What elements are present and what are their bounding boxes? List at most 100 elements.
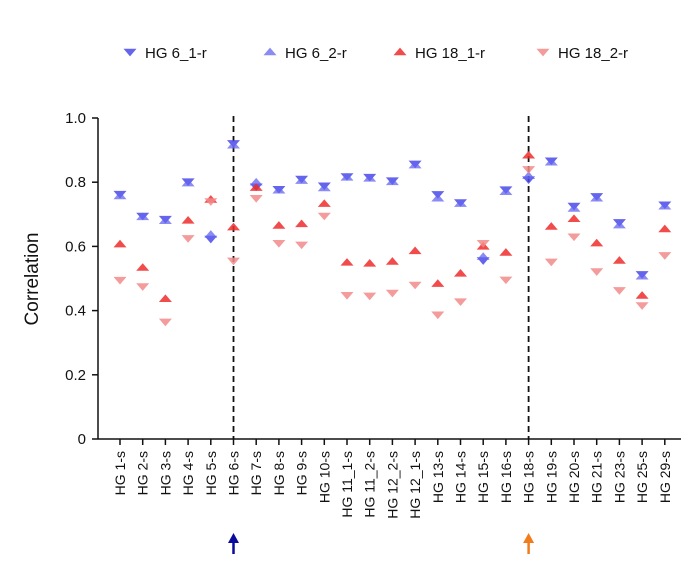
point-hg-18-2-r-hg-20-s	[567, 233, 581, 242]
x-tick-label-hg-18-s: HG 18-s	[521, 451, 537, 503]
point-hg-6-2-r-hg-21-s	[590, 193, 604, 202]
point-hg-18-1-r-hg-10-s	[317, 199, 331, 207]
legend-item-hg-18-1-r: HG 18_1-r	[393, 45, 485, 62]
point-hg-18-1-r-hg-11-1-s	[340, 258, 354, 266]
point-hg-6-2-r-hg-7-s	[249, 177, 263, 186]
point-hg-18-2-r-hg-8-s	[272, 239, 286, 248]
data-points	[113, 140, 672, 327]
point-hg-18-2-r-hg-5-s	[204, 198, 218, 206]
x-tick-label-hg-15-s: HG 15-s	[475, 451, 491, 503]
legend-label: HG 6_1-r	[145, 45, 207, 62]
x-tick-label-hg-4-s: HG 4-s	[180, 451, 196, 495]
point-hg-18-1-r-hg-19-s	[544, 222, 558, 230]
point-hg-18-2-r-hg-18-s	[522, 166, 536, 174]
point-hg-18-1-r-hg-23-s	[612, 256, 626, 264]
arrow-hg-6-s	[228, 533, 239, 554]
point-hg-6-2-r-hg-12-1-s	[408, 160, 422, 169]
point-hg-18-2-r-hg-21-s	[590, 268, 604, 276]
x-tick-label-hg-12-1-s: HG 12_1-s	[407, 451, 423, 519]
x-tick-label-hg-7-s: HG 7-s	[248, 451, 264, 495]
series-hg-18-1-r	[113, 150, 672, 302]
point-hg-18-1-r-hg-2-s	[136, 263, 150, 271]
point-hg-6-2-r-hg-14-s	[454, 199, 467, 207]
legend-label: HG 18_2-r	[558, 45, 628, 62]
point-hg-18-2-r-hg-9-s	[295, 241, 309, 250]
point-hg-18-1-r-hg-13-s	[431, 279, 445, 287]
point-hg-18-2-r-hg-25-s	[635, 302, 649, 310]
point-hg-6-2-r-hg-9-s	[295, 176, 309, 184]
point-hg-18-1-r-hg-6-s	[227, 222, 240, 231]
point-hg-6-2-r-hg-8-s	[272, 185, 286, 194]
point-hg-18-1-r-hg-21-s	[590, 238, 604, 247]
legend: HG 6_1-r HG 6_2-r HG 18_1-r HG 18_2-r	[123, 45, 628, 62]
point-hg-18-1-r-hg-4-s	[181, 216, 195, 224]
x-tick-label-hg-2-s: HG 2-s	[135, 451, 151, 495]
point-hg-18-2-r-hg-6-s	[227, 257, 240, 266]
legend-marker-hg-6-2-r	[263, 47, 277, 56]
point-hg-6-2-r-hg-3-s	[158, 216, 172, 224]
point-hg-18-2-r-hg-11-2-s	[363, 292, 377, 301]
point-hg-18-1-r-hg-20-s	[567, 214, 581, 223]
point-hg-6-2-r-hg-4-s	[181, 178, 195, 187]
x-tick-label-hg-25-s: HG 25-s	[634, 451, 650, 503]
y-tick-label: 1.0	[65, 110, 86, 127]
point-hg-6-2-r-hg-13-s	[431, 193, 445, 202]
x-tick-label-hg-11-1-s: HG 11_1-s	[339, 451, 355, 518]
axes: 0 0.2 0.4 0.6 0.8 1.0	[65, 110, 681, 448]
x-tick-label-hg-19-s: HG 19-s	[543, 451, 559, 503]
x-tick-label-hg-5-s: HG 5-s	[203, 451, 219, 495]
point-hg-6-2-r-hg-20-s	[567, 204, 581, 212]
x-tick-label-hg-12-2-s: HG 12_2-s	[384, 451, 400, 519]
point-hg-18-1-r-hg-12-1-s	[408, 246, 422, 255]
point-hg-18-1-r-hg-14-s	[454, 268, 467, 277]
point-hg-6-2-r-hg-18-s	[522, 171, 536, 179]
x-tick-label-hg-21-s: HG 21-s	[589, 451, 605, 503]
point-hg-6-2-r-hg-12-2-s	[385, 177, 399, 186]
point-hg-6-2-r-hg-1-s	[113, 191, 127, 200]
point-hg-18-1-r-hg-11-2-s	[363, 259, 377, 267]
point-hg-18-1-r-hg-29-s	[658, 224, 672, 233]
point-hg-18-2-r-hg-15-s	[476, 239, 490, 248]
point-hg-18-2-r-hg-7-s	[249, 195, 263, 203]
point-hg-18-1-r-hg-18-s	[522, 150, 536, 159]
point-hg-18-1-r-hg-1-s	[113, 239, 127, 248]
point-hg-6-2-r-hg-23-s	[612, 220, 626, 229]
legend-marker-hg-6-1-r	[123, 48, 137, 57]
x-tick-label-hg-9-s: HG 9-s	[294, 451, 310, 495]
legend-item-hg-6-1-r: HG 6_1-r	[123, 45, 207, 62]
point-hg-18-2-r-hg-12-2-s	[385, 289, 399, 298]
x-tick-label-hg-23-s: HG 23-s	[611, 451, 627, 503]
x-tick-label-hg-11-2-s: HG 11_2-s	[362, 451, 378, 518]
point-hg-18-2-r-hg-19-s	[544, 258, 558, 267]
legend-label: HG 18_1-r	[415, 45, 485, 62]
point-hg-18-2-r-hg-23-s	[612, 287, 626, 295]
point-hg-18-2-r-hg-10-s	[317, 212, 331, 221]
point-hg-18-1-r-hg-8-s	[272, 221, 286, 229]
x-tick-label-hg-20-s: HG 20-s	[566, 451, 582, 503]
point-hg-6-2-r-hg-6-s	[227, 140, 240, 149]
point-hg-18-2-r-hg-14-s	[454, 298, 467, 306]
point-hg-6-2-r-hg-19-s	[544, 157, 558, 166]
x-tick-label-hg-13-s: HG 13-s	[430, 451, 446, 503]
point-hg-6-2-r-hg-25-s	[635, 271, 649, 280]
point-hg-6-2-r-hg-16-s	[499, 187, 513, 196]
point-hg-6-2-r-hg-10-s	[317, 183, 331, 192]
point-hg-18-2-r-hg-16-s	[499, 276, 513, 285]
point-hg-6-2-r-hg-29-s	[658, 201, 672, 210]
legend-item-hg-6-2-r: HG 6_2-r	[263, 45, 347, 62]
legend-label: HG 6_2-r	[285, 45, 347, 62]
x-tick-label-hg-10-s: HG 10-s	[316, 451, 332, 503]
x-tick-label-hg-6-s: HG 6-s	[226, 451, 242, 495]
y-axis-title: Correlation	[22, 233, 43, 326]
point-hg-6-2-r-hg-15-s	[476, 252, 490, 260]
x-tick-label-hg-29-s: HG 29-s	[657, 451, 673, 503]
point-hg-18-1-r-hg-9-s	[295, 219, 309, 228]
point-hg-18-1-r-hg-25-s	[635, 291, 649, 299]
point-hg-18-1-r-hg-16-s	[499, 248, 513, 256]
point-hg-18-1-r-hg-7-s	[249, 183, 263, 191]
series-hg-6-2-r	[113, 140, 672, 280]
x-tick-label-hg-14-s: HG 14-s	[453, 451, 469, 503]
y-tick-label: 0.8	[65, 174, 86, 191]
point-hg-18-1-r-hg-12-2-s	[385, 257, 399, 265]
point-hg-18-2-r-hg-11-1-s	[340, 291, 354, 300]
